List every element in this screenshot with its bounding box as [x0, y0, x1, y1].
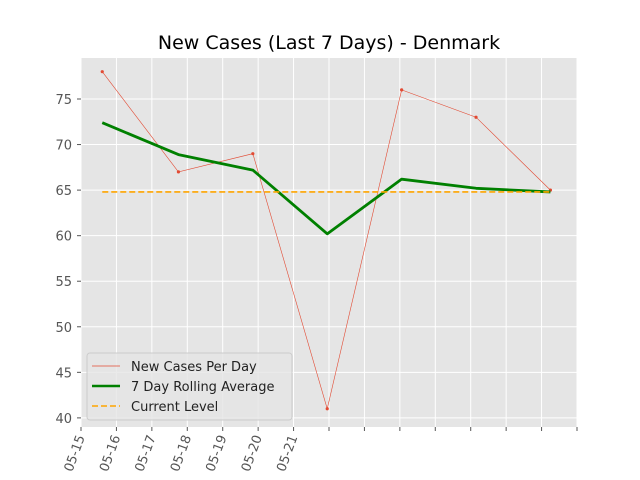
series-line: [101, 121, 551, 236]
x-tick-label: 05-18: [168, 433, 195, 474]
legend-label: Current Level: [131, 400, 218, 415]
data-point: [400, 88, 404, 92]
x-tick-label: 05-17: [133, 433, 160, 474]
y-tick-label: 45: [55, 366, 72, 381]
y-tick-label: 70: [55, 139, 72, 154]
x-tick-label: 05-16: [97, 433, 124, 474]
y-tick-label: 75: [55, 93, 72, 108]
data-point: [325, 407, 329, 411]
y-tick-label: 40: [55, 412, 72, 427]
data-point: [100, 70, 104, 74]
y-tick-label: 65: [55, 184, 72, 199]
chart-title: New Cases (Last 7 Days) - Denmark: [158, 32, 500, 54]
x-tick-label: 05-21: [274, 433, 301, 474]
x-tick-label: 05-15: [62, 433, 89, 474]
legend-label: 7 Day Rolling Average: [131, 380, 274, 395]
data-point: [474, 115, 478, 119]
data-point: [251, 152, 255, 156]
x-tick-label: 05-19: [203, 433, 230, 474]
series-1: [101, 121, 551, 236]
legend: New Cases Per Day 7 Day Rolling Average Cu…: [86, 352, 293, 421]
legend-box: [86, 352, 293, 421]
y-tick-label: 50: [55, 321, 72, 336]
y-tick-label: 55: [55, 275, 72, 290]
x-tick-label: 05-20: [239, 433, 266, 474]
data-point: [176, 170, 181, 174]
y-tick-label: 60: [55, 230, 72, 245]
legend-label: New Cases Per Day: [131, 360, 257, 375]
